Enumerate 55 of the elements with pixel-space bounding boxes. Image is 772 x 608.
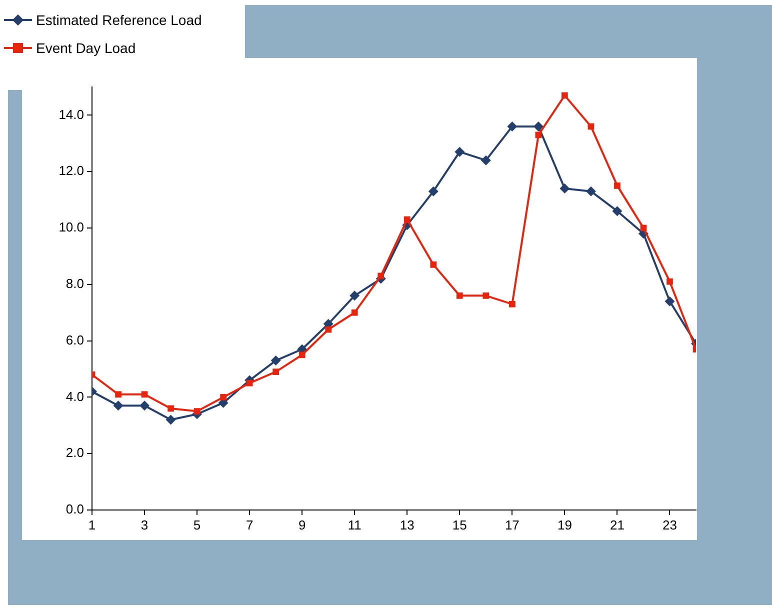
point — [586, 186, 596, 196]
point — [378, 272, 384, 280]
y-tick-label: 2.0 — [66, 445, 84, 460]
point — [270, 356, 281, 366]
point — [614, 182, 620, 189]
point — [272, 368, 280, 375]
point — [115, 391, 122, 398]
x-tick-label: 19 — [557, 517, 572, 532]
point — [404, 216, 410, 223]
legend-label: Event Day Load — [36, 40, 136, 56]
x-tick-label: 5 — [193, 517, 201, 532]
y-tick-label: 12.0 — [58, 163, 84, 178]
point — [351, 309, 358, 316]
x-tick-label: 11 — [348, 517, 362, 532]
y-tick-label: 14.0 — [58, 106, 84, 122]
point — [507, 121, 518, 132]
point — [168, 405, 174, 412]
point — [456, 292, 463, 299]
point — [533, 121, 544, 132]
x-tick-label: 17 — [504, 517, 520, 532]
y-tick-label: 10.0 — [58, 220, 84, 235]
y-tick-label: 0.0 — [66, 502, 84, 517]
point — [246, 380, 253, 386]
y-tick-label: 4.0 — [66, 388, 84, 404]
point — [480, 155, 491, 166]
point — [560, 184, 570, 194]
x-tick-label: 3 — [140, 517, 148, 532]
point — [612, 206, 622, 216]
point — [298, 352, 306, 358]
x-tick-label: 23 — [662, 517, 677, 532]
point — [140, 400, 150, 411]
point — [428, 186, 438, 196]
point — [454, 146, 465, 157]
point — [194, 408, 200, 414]
x-tick-label: 1 — [88, 517, 96, 532]
point — [220, 394, 226, 400]
x-tick-label: 9 — [298, 517, 306, 532]
legend-label: Estimated Reference Load — [36, 12, 202, 28]
point — [482, 292, 490, 299]
point — [664, 296, 675, 306]
point — [113, 400, 124, 411]
point — [508, 300, 516, 308]
y-tick-label: 6.0 — [66, 332, 84, 348]
x-tick-label: 13 — [400, 517, 414, 532]
point — [350, 290, 360, 301]
point — [166, 414, 176, 425]
point — [141, 391, 148, 398]
x-tick-label: 7 — [246, 517, 254, 532]
point — [325, 326, 332, 333]
x-tick-label: 15 — [452, 517, 467, 532]
point — [562, 92, 568, 99]
x-tick-label: 21 — [610, 517, 624, 532]
point — [430, 261, 437, 268]
point — [666, 278, 673, 285]
y-tick-label: 8.0 — [66, 276, 84, 291]
